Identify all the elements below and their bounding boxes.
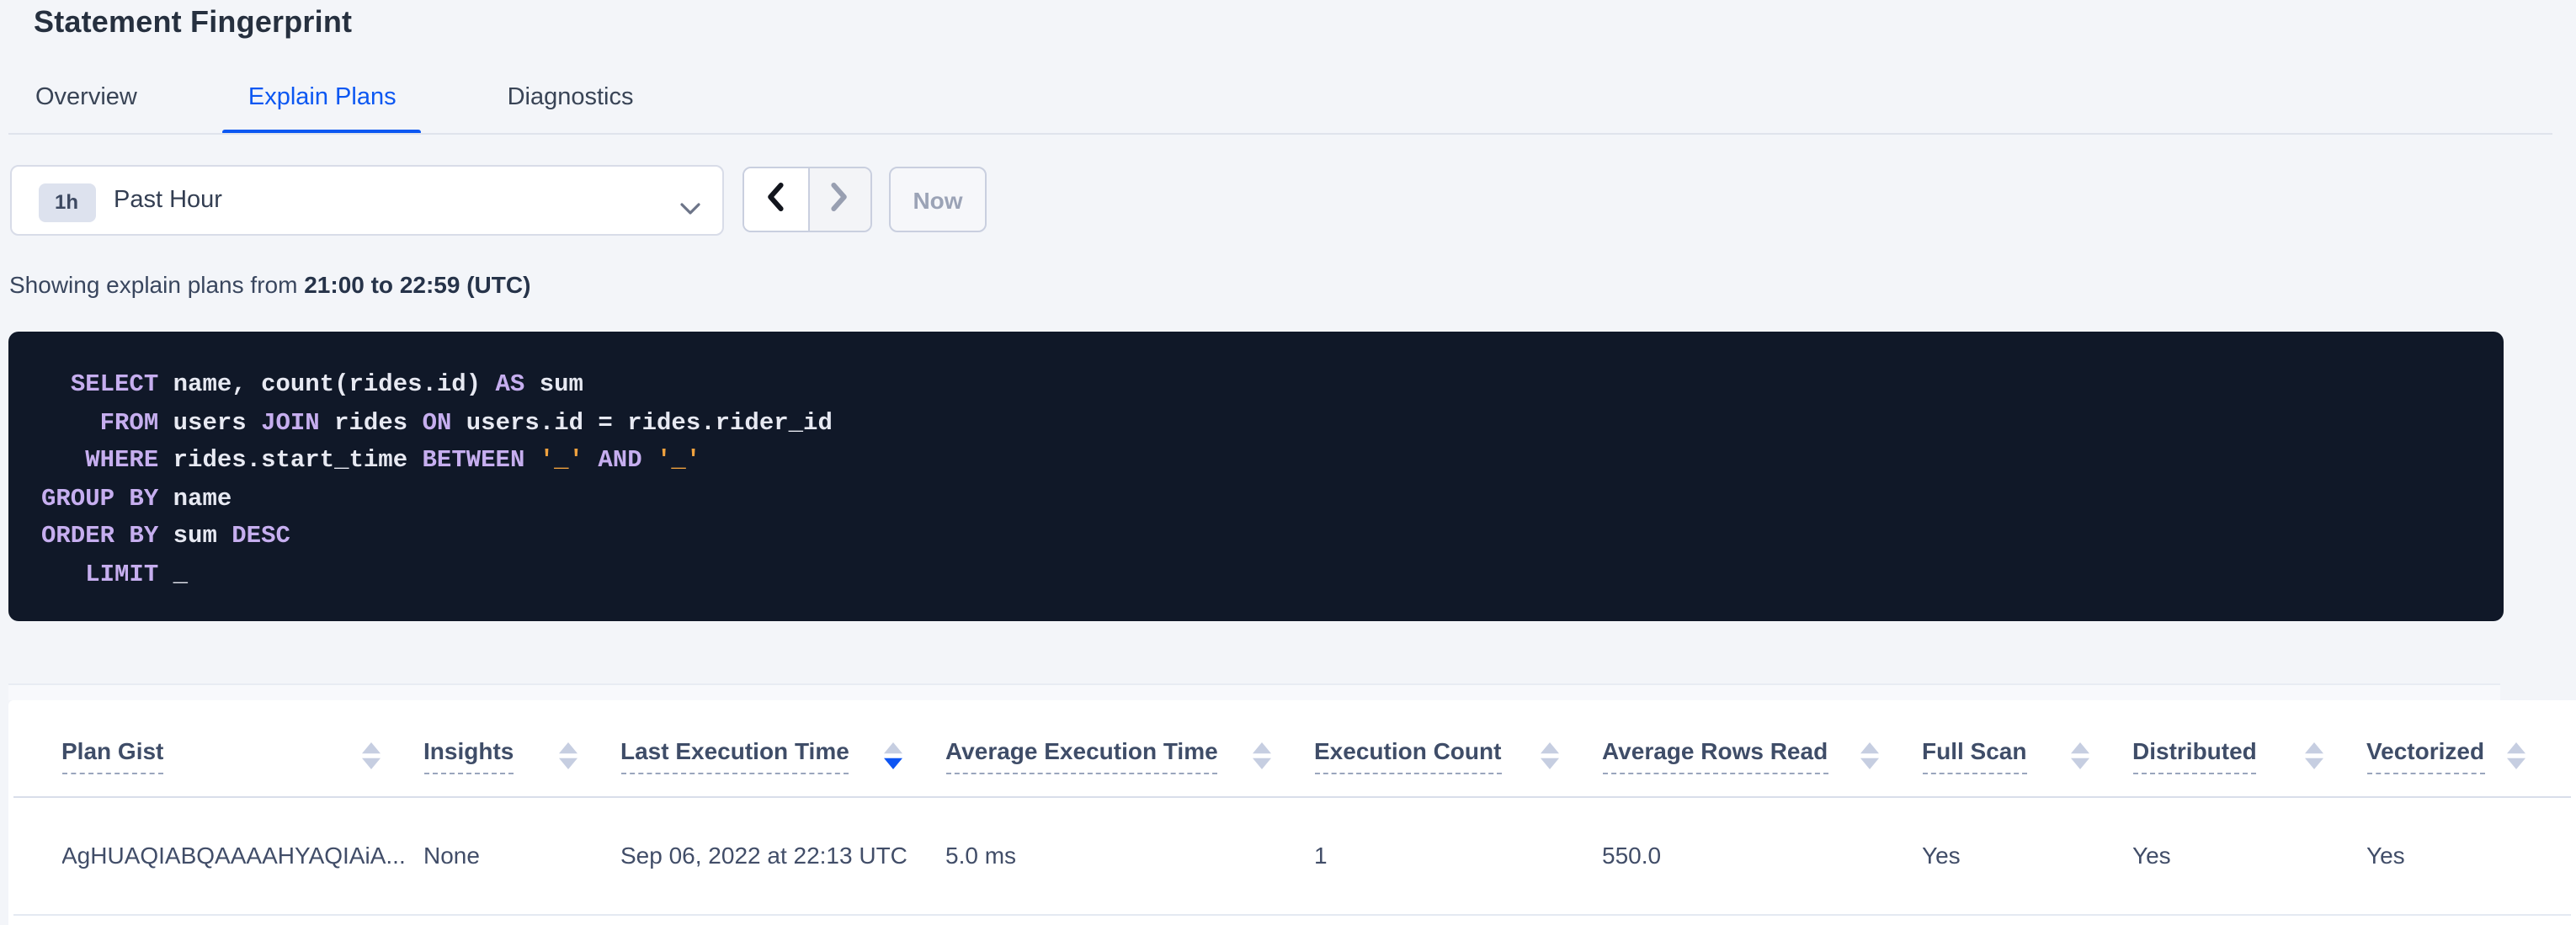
sql-line: LIMIT _ <box>85 561 189 588</box>
section-divider-band <box>8 683 2499 699</box>
explain-plans-table: Plan Gist Insights Last Execution Time Aver… <box>8 699 2576 925</box>
status-time-range: 21:00 to 22:59 (UTC) <box>304 271 531 298</box>
time-step-buttons <box>742 167 872 232</box>
cell-distributed: Yes <box>2132 842 2171 869</box>
column-label: Average Execution Time <box>945 736 1218 773</box>
column-header-plan-gist[interactable]: Plan Gist <box>61 736 423 773</box>
column-label: Average Rows Read <box>1602 736 1828 773</box>
now-button[interactable]: Now <box>889 167 987 232</box>
tab-overview[interactable]: Overview <box>35 84 137 111</box>
column-label: Distributed <box>2132 736 2257 773</box>
sort-arrows-icon <box>1540 742 1558 768</box>
sort-arrows-icon <box>1860 742 1878 768</box>
cell-full-scan: Yes <box>1922 842 1961 869</box>
sort-arrows-icon <box>2070 742 2089 768</box>
chevron-right-icon <box>831 182 849 217</box>
cell-vectorized: Yes <box>2366 842 2405 869</box>
sort-arrows-icon <box>361 742 380 768</box>
column-label: Plan Gist <box>61 736 164 773</box>
sql-line: GROUP BY name <box>41 486 232 513</box>
column-label: Full Scan <box>1922 736 2027 773</box>
table-row: AgHUAQIABQAAAAHYAQIAiA... None Sep 06, 202… <box>13 797 2571 915</box>
sql-code-block: SELECT name, count(rides.id) AS sum FROM… <box>8 332 2504 621</box>
table-header: Plan Gist Insights Last Execution Time Aver… <box>13 699 2571 797</box>
next-time-button[interactable] <box>807 168 870 231</box>
cell-average-rows-read: 550.0 <box>1602 842 1662 869</box>
column-header-vectorized[interactable]: Vectorized <box>2366 736 2568 773</box>
sql-line: SELECT name, count(rides.id) AS sum <box>70 372 583 399</box>
sql-code: SELECT name, count(rides.id) AS sum FROM… <box>41 367 2504 594</box>
tab-bar: Overview Explain Plans Diagnostics <box>10 67 659 135</box>
sql-line: FROM users JOIN rides ON users.id = ride… <box>99 410 833 437</box>
cell-execution-count: 1 <box>1314 842 1328 869</box>
sort-arrows-icon <box>2304 742 2323 768</box>
sort-arrows-icon <box>883 742 902 768</box>
column-header-last-execution-time[interactable]: Last Execution Time <box>620 736 945 773</box>
column-header-full-scan[interactable]: Full Scan <box>1922 736 2132 773</box>
column-label: Insights <box>423 736 514 773</box>
sort-arrows-icon <box>558 742 577 768</box>
column-label: Vectorized <box>2366 736 2485 773</box>
column-header-insights[interactable]: Insights <box>423 736 620 773</box>
cell-insights: None <box>423 842 480 869</box>
column-header-average-rows-read[interactable]: Average Rows Read <box>1602 736 1922 773</box>
status-prefix: Showing explain plans from <box>9 271 305 298</box>
sort-arrows-icon <box>2506 742 2525 768</box>
column-label: Execution Count <box>1314 736 1502 773</box>
chevron-down-icon <box>679 194 700 224</box>
column-label: Last Execution Time <box>620 736 849 773</box>
column-header-distributed[interactable]: Distributed <box>2132 736 2366 773</box>
time-range-badge: 1h <box>38 183 95 221</box>
tab-explain-plans[interactable]: Explain Plans <box>222 67 422 135</box>
cell-last-execution-time: Sep 06, 2022 at 22:13 UTC <box>620 842 907 869</box>
page-title: Statement Fingerprint <box>34 5 353 39</box>
tab-bar-divider <box>8 133 2552 135</box>
sql-line: WHERE rides.start_time BETWEEN '_' AND '… <box>85 448 701 475</box>
cell-plan-gist[interactable]: AgHUAQIABQAAAAHYAQIAiA... <box>61 842 406 869</box>
time-range-label: Past Hour <box>114 187 222 214</box>
sql-line: ORDER BY sum DESC <box>41 524 290 550</box>
previous-time-button[interactable] <box>744 168 807 231</box>
sort-arrows-icon <box>1252 742 1270 768</box>
column-header-average-execution-time[interactable]: Average Execution Time <box>945 736 1314 773</box>
column-header-execution-count[interactable]: Execution Count <box>1314 736 1602 773</box>
status-line: Showing explain plans from 21:00 to 22:5… <box>9 271 530 298</box>
time-range-select[interactable]: 1h Past Hour <box>9 165 723 236</box>
table-body: AgHUAQIABQAAAAHYAQIAiA... None Sep 06, 202… <box>8 797 2576 915</box>
cell-average-execution-time: 5.0 ms <box>945 842 1017 869</box>
tab-diagnostics[interactable]: Diagnostics <box>507 84 634 111</box>
chevron-left-icon <box>767 182 785 217</box>
